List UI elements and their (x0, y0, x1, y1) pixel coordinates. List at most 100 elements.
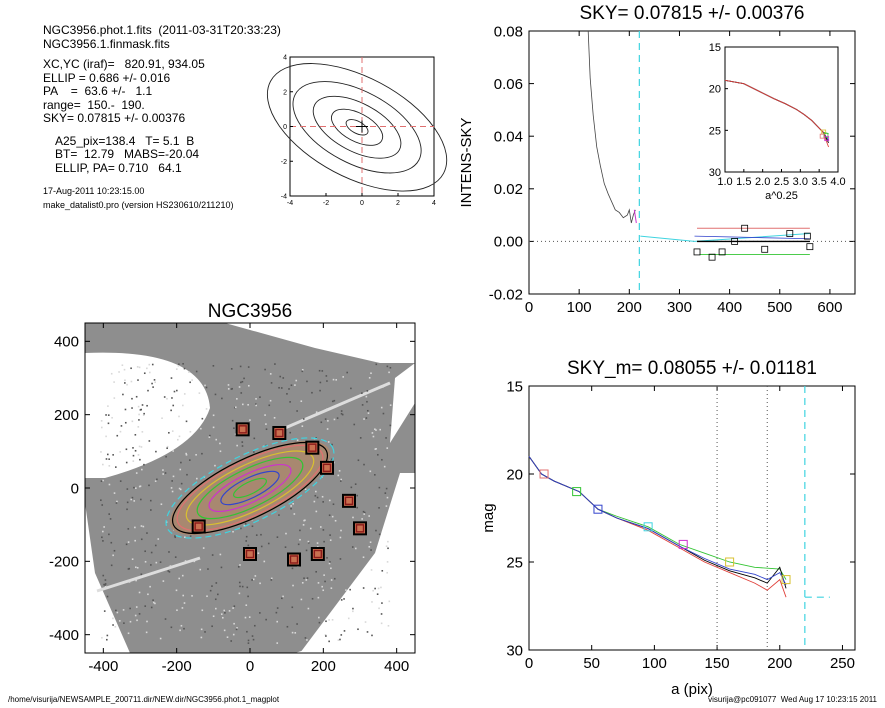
speckle (148, 484, 150, 487)
sky-point (731, 237, 739, 245)
speckle (247, 642, 250, 644)
speckle (346, 371, 349, 374)
sky-profile-title: SKY= 0.07815 +/- 0.00376 (579, 3, 804, 24)
speckle (301, 368, 304, 371)
speckle (116, 611, 119, 614)
speckle (141, 468, 143, 471)
inset-y-tick-label: 15 (709, 42, 721, 54)
speckle (106, 634, 109, 637)
speckle (146, 532, 148, 534)
speckle (133, 500, 136, 502)
info-line: A25_pix=138.4 T= 5.1 B (55, 133, 195, 148)
inset-y-tick-label: 20 (709, 84, 721, 96)
x-tick-label: 0 (246, 658, 254, 675)
speckle (299, 529, 301, 532)
speckle (241, 380, 244, 383)
inset-x-label: a^0.25 (765, 190, 798, 202)
speckle (219, 553, 222, 556)
speckle (385, 437, 387, 439)
speckle (118, 620, 121, 622)
speckle (102, 530, 104, 533)
speckle (105, 458, 108, 460)
sky-box-inner (194, 522, 203, 531)
speckle (127, 541, 130, 543)
galaxy-title: NGC3956 (208, 301, 293, 322)
speckle (322, 501, 324, 503)
speckle (191, 379, 193, 381)
speckle (214, 598, 217, 601)
speckle (339, 480, 342, 482)
speckle (325, 375, 328, 377)
x-tick-label: -2 (323, 200, 329, 207)
y-tick-label: 0.08 (494, 23, 523, 40)
speckle (241, 445, 244, 447)
speckle (315, 490, 317, 493)
sky-box (353, 521, 367, 536)
speckle (243, 524, 246, 527)
speckle (148, 363, 151, 366)
speckle (362, 587, 365, 589)
sky-box-inner (308, 443, 317, 452)
speckle (172, 475, 175, 478)
y-tick-label: 25 (506, 554, 523, 571)
speckle (219, 450, 222, 453)
speckle (296, 623, 298, 625)
speckle (111, 416, 113, 419)
speckle (214, 464, 216, 467)
speckle (331, 443, 333, 446)
speckle (125, 448, 128, 451)
speckle (375, 363, 378, 366)
speckle (237, 566, 240, 568)
speckle (175, 368, 178, 370)
speckle (217, 593, 219, 596)
speckle (366, 400, 368, 403)
speckle (315, 437, 317, 439)
speckle (140, 498, 142, 501)
sky-box (320, 460, 334, 475)
speckle (379, 428, 381, 431)
x-tick-label: 2 (396, 200, 400, 207)
speckle (159, 561, 162, 563)
speckle (382, 412, 385, 415)
speckle (386, 561, 389, 563)
speckle (179, 468, 182, 471)
speckle (331, 458, 333, 461)
y-tick-label: 4 (283, 55, 287, 62)
speckle (183, 367, 186, 370)
speckle (305, 549, 308, 552)
y-tick-label: 2 (283, 89, 287, 96)
speckle (182, 363, 184, 365)
speckle (245, 604, 248, 606)
speckle (292, 584, 294, 587)
speckle (299, 538, 301, 541)
x-tick-label: 4 (432, 200, 436, 207)
speckle (204, 631, 206, 633)
speckle (177, 438, 179, 441)
speckle (150, 551, 153, 554)
speckle (185, 454, 188, 456)
speckle (361, 404, 364, 406)
speckle (135, 579, 137, 582)
inset-y-tick-label: 25 (709, 125, 721, 137)
speckle (121, 364, 124, 367)
speckle (311, 391, 313, 394)
speckle (329, 539, 332, 542)
speckle (118, 371, 120, 373)
speckle (351, 546, 354, 548)
speckle (146, 367, 148, 370)
speckle (126, 488, 129, 490)
speckle (110, 372, 113, 375)
speckle (255, 534, 258, 536)
speckle (365, 395, 368, 398)
speckle (339, 558, 342, 560)
speckle (107, 422, 110, 425)
x-tick-label: 0 (525, 655, 533, 672)
speckle (102, 574, 105, 577)
speckle (132, 454, 135, 457)
speckle (302, 418, 305, 420)
speckle (339, 536, 342, 539)
speckle (257, 552, 260, 554)
speckle (239, 564, 241, 566)
speckle (378, 533, 381, 536)
